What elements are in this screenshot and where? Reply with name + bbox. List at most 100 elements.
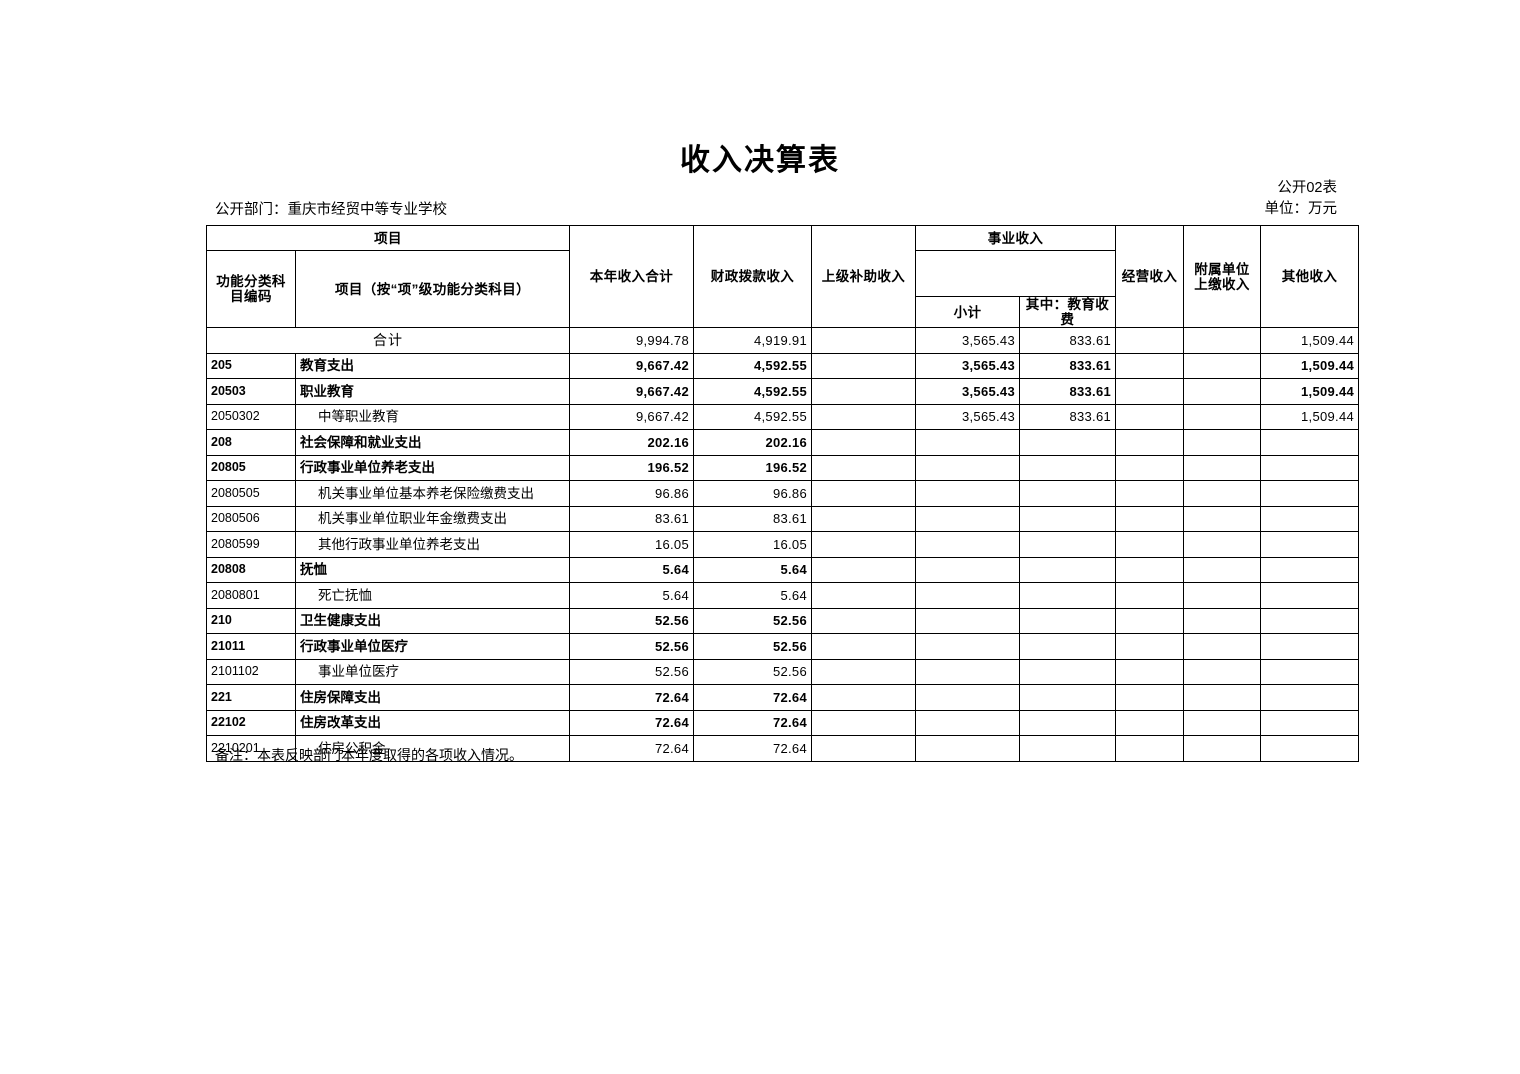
cell-affiliated — [1183, 582, 1262, 609]
cell-business-subtotal — [915, 735, 1020, 762]
table-row: 20503 职业教育 9,667.42 4,592.55 3,565.43 833.61 1… — [206, 378, 1360, 405]
table-header: 项目 本年收入合计 财政拨款收入 上级补助收入 事业收入 经营收入 附属单位上缴… — [206, 225, 1360, 328]
table-row: 205 教育支出 9,667.42 4,592.55 3,565.43 833.61 1,5… — [206, 352, 1360, 379]
cell-other — [1260, 735, 1360, 762]
header-project-group: 项目 — [206, 225, 570, 251]
cell-total: 202.16 — [569, 429, 694, 456]
cell-operating — [1115, 709, 1185, 736]
cell-fiscal: 16.05 — [693, 531, 812, 558]
cell-code: 20503 — [206, 378, 296, 405]
cell-superior — [811, 556, 916, 583]
cell-business-subtotal — [915, 658, 1020, 685]
table-row: 2080505 机关事业单位基本养老保险缴费支出 96.86 96.86 — [206, 480, 1360, 507]
cell-total: 72.64 — [569, 735, 694, 762]
cell-fiscal: 4,592.55 — [693, 352, 812, 379]
table-row: 22102 住房改革支出 72.64 72.64 — [206, 709, 1360, 736]
cell-other — [1260, 684, 1360, 711]
header-business-edu: 其中：教育收费 — [1018, 296, 1117, 328]
cell-code: 20808 — [206, 556, 296, 583]
cell-business-edu — [1018, 454, 1117, 481]
cell-superior — [811, 505, 916, 532]
cell-operating — [1115, 454, 1185, 481]
cell-business-subtotal: 3,565.43 — [915, 327, 1020, 354]
cell-fiscal: 72.64 — [693, 684, 812, 711]
cell-superior — [811, 454, 916, 481]
cell-operating — [1115, 607, 1185, 634]
cell-item: 住房保障支出 — [295, 684, 570, 711]
cell-other — [1260, 454, 1360, 481]
cell-code: 210 — [206, 607, 296, 634]
cell-total: 96.86 — [569, 480, 694, 507]
cell-fiscal: 72.64 — [693, 709, 812, 736]
cell-business-edu: 833.61 — [1018, 403, 1117, 430]
cell-operating — [1115, 531, 1185, 558]
cell-code: 205 — [206, 352, 296, 379]
cell-affiliated — [1183, 327, 1262, 354]
cell-business-subtotal: 3,565.43 — [915, 403, 1020, 430]
cell-affiliated — [1183, 429, 1262, 456]
header-affiliated: 附属单位上缴收入 — [1183, 225, 1262, 328]
cell-fiscal: 4,919.91 — [693, 327, 812, 354]
cell-affiliated — [1183, 480, 1262, 507]
cell-item: 事业单位医疗 — [295, 658, 570, 685]
cell-superior — [811, 429, 916, 456]
cell-business-subtotal — [915, 709, 1020, 736]
cell-item: 卫生健康支出 — [295, 607, 570, 634]
cell-superior — [811, 709, 916, 736]
cell-superior — [811, 735, 916, 762]
cell-operating — [1115, 429, 1185, 456]
unit-label: 单位：万元 — [1264, 201, 1338, 217]
cell-superior — [811, 633, 916, 660]
table-row: 210 卫生健康支出 52.56 52.56 — [206, 607, 1360, 634]
cell-business-edu — [1018, 505, 1117, 532]
cell-superior — [811, 327, 916, 354]
cell-code: 22102 — [206, 709, 296, 736]
cell-total: 196.52 — [569, 454, 694, 481]
cell-fiscal: 196.52 — [693, 454, 812, 481]
cell-operating — [1115, 582, 1185, 609]
cell-business-edu — [1018, 556, 1117, 583]
cell-item: 教育支出 — [295, 352, 570, 379]
cell-superior — [811, 531, 916, 558]
cell-total: 9,667.42 — [569, 378, 694, 405]
cell-total: 9,667.42 — [569, 403, 694, 430]
cell-affiliated — [1183, 684, 1262, 711]
cell-superior — [811, 658, 916, 685]
cell-superior — [811, 684, 916, 711]
cell-other — [1260, 429, 1360, 456]
cell-business-edu — [1018, 735, 1117, 762]
department-line: 公开部门：重庆市经贸中等专业学校 — [215, 202, 447, 218]
cell-item: 机关事业单位基本养老保险缴费支出 — [295, 480, 570, 507]
cell-operating — [1115, 658, 1185, 685]
cell-superior — [811, 378, 916, 405]
cell-fiscal: 96.86 — [693, 480, 812, 507]
table-row: 2050302 中等职业教育 9,667.42 4,592.55 3,565.43 833… — [206, 403, 1360, 430]
table-row: 221 住房保障支出 72.64 72.64 — [206, 684, 1360, 711]
cell-code: 21011 — [206, 633, 296, 660]
cell-affiliated — [1183, 505, 1262, 532]
cell-total: 9,994.78 — [569, 327, 694, 354]
cell-code: 20805 — [206, 454, 296, 481]
cell-other: 1,509.44 — [1260, 403, 1360, 430]
row-total-label: 合计 — [206, 327, 570, 354]
cell-superior — [811, 352, 916, 379]
cell-business-edu — [1018, 684, 1117, 711]
cell-total: 52.56 — [569, 658, 694, 685]
cell-fiscal: 202.16 — [693, 429, 812, 456]
table-body: 合计 9,994.78 4,919.91 3,565.43 833.61 1,509.44… — [206, 327, 1360, 762]
cell-business-subtotal — [915, 531, 1020, 558]
cell-business-edu — [1018, 531, 1117, 558]
cell-superior — [811, 403, 916, 430]
cell-operating — [1115, 403, 1185, 430]
table-row: 208 社会保障和就业支出 202.16 202.16 — [206, 429, 1360, 456]
header-business-subtotal: 小计 — [915, 296, 1020, 328]
cell-operating — [1115, 684, 1185, 711]
cell-other — [1260, 709, 1360, 736]
cell-business-edu — [1018, 607, 1117, 634]
cell-item: 死亡抚恤 — [295, 582, 570, 609]
cell-operating — [1115, 480, 1185, 507]
form-meta: 公开02表 单位：万元 — [1265, 178, 1338, 220]
cell-business-subtotal — [915, 454, 1020, 481]
cell-business-subtotal — [915, 505, 1020, 532]
cell-business-edu: 833.61 — [1018, 378, 1117, 405]
